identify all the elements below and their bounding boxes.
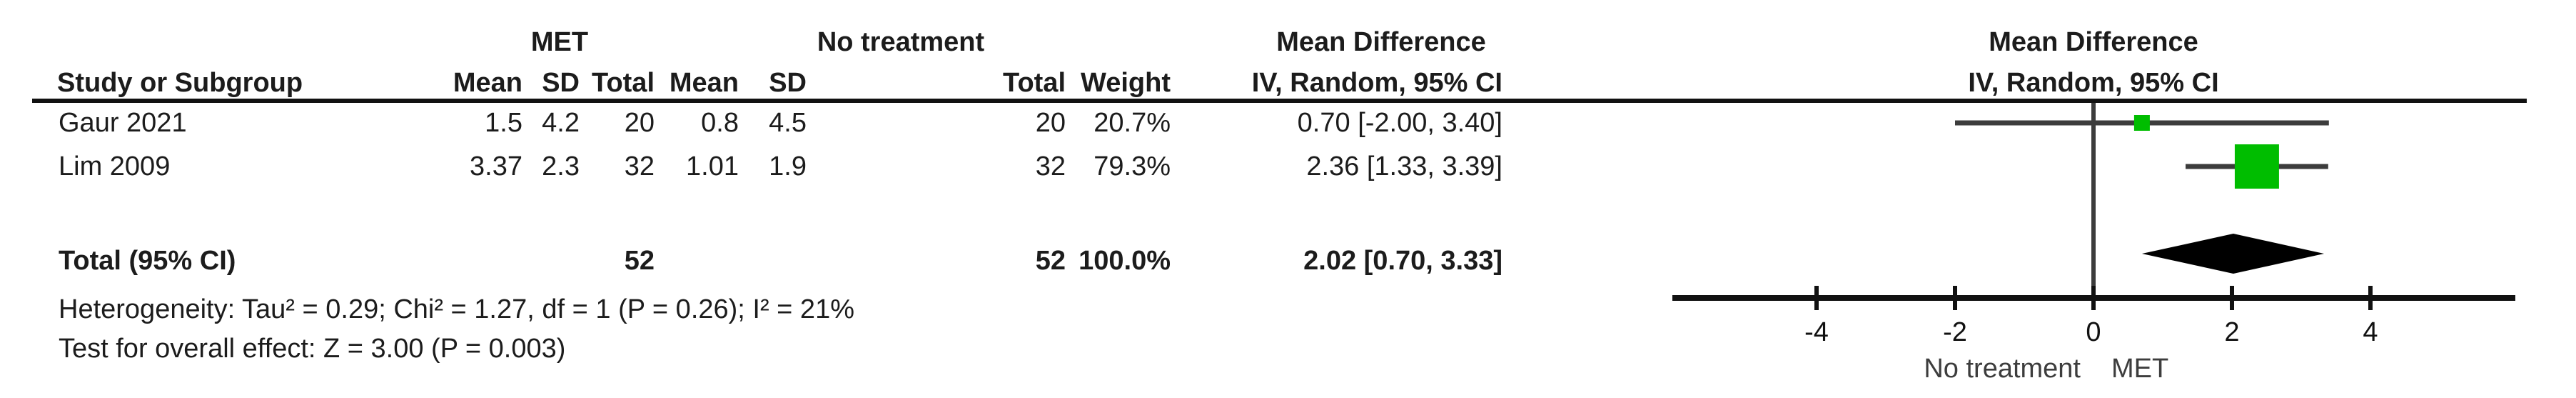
group-header-control: No treatment [817, 27, 985, 57]
favours-right-label: MET [2111, 354, 2168, 384]
cell-weight: 79.3% [1093, 151, 1171, 181]
summary-diamond [2141, 234, 2325, 274]
total-ci-text: 2.02 [0.70, 3.33] [1303, 246, 1502, 276]
cell-ctl-total: 32 [1035, 151, 1066, 181]
cell-weight: 20.7% [1093, 108, 1171, 138]
col-header-met-sd: SD [542, 68, 580, 98]
axis-tick-label: -2 [1943, 317, 1967, 347]
favours-left-label: No treatment [1924, 354, 2081, 384]
cell-met-mean: 1.5 [485, 108, 522, 138]
group-header-md-table: Mean Difference [1276, 27, 1486, 57]
total-weight: 100.0% [1079, 246, 1171, 276]
effect-marker [2133, 115, 2150, 131]
overall-effect-test: Test for overall effect: Z = 3.00 (P = 0… [59, 334, 566, 364]
header-underline [32, 99, 2527, 103]
effect-marker [2234, 144, 2279, 189]
cell-ctl-total: 20 [1035, 108, 1066, 138]
cell-met-sd: 4.2 [542, 108, 580, 138]
cell-ctl-sd: 1.9 [769, 151, 807, 181]
cell-met-mean: 3.37 [470, 151, 522, 181]
total-label: Total (95% CI) [59, 246, 236, 276]
cell-ctl-mean: 0.8 [701, 108, 739, 138]
col-header-ci-plot: IV, Random, 95% CI [1968, 68, 2219, 98]
cell-met-total: 32 [624, 151, 655, 181]
axis-tick-label: 4 [2363, 317, 2378, 347]
col-header-study: Study or Subgroup [57, 68, 303, 98]
axis-tick-label: -4 [1804, 317, 1829, 347]
col-header-met-mean: Mean [453, 68, 522, 98]
col-header-ctl-mean: Mean [669, 68, 739, 98]
cell-ci-text: 2.36 [1.33, 3.39] [1306, 151, 1502, 181]
col-header-ctl-total: Total [1003, 68, 1066, 98]
group-header-md-plot: Mean Difference [1989, 27, 2198, 57]
col-header-met-total: Total [592, 68, 655, 98]
cell-met-sd: 2.3 [542, 151, 580, 181]
group-header-met: MET [530, 27, 589, 57]
cell-ctl-mean: 1.01 [686, 151, 739, 181]
col-header-weight: Weight [1081, 68, 1171, 98]
total-ctl-total: 52 [1035, 246, 1066, 276]
cell-study-name: Gaur 2021 [59, 108, 187, 138]
heterogeneity-stats: Heterogeneity: Tau² = 0.29; Chi² = 1.27,… [59, 294, 854, 324]
total-met-total: 52 [624, 246, 655, 276]
axis-tick-label: 0 [2086, 317, 2101, 347]
cell-met-total: 20 [624, 108, 655, 138]
axis-tick-label: 2 [2224, 317, 2239, 347]
cell-ci-text: 0.70 [-2.00, 3.40] [1297, 108, 1502, 138]
cell-study-name: Lim 2009 [59, 151, 171, 181]
cell-ctl-sd: 4.5 [769, 108, 807, 138]
col-header-ctl-sd: SD [769, 68, 807, 98]
col-header-ci: IV, Random, 95% CI [1251, 68, 1502, 98]
